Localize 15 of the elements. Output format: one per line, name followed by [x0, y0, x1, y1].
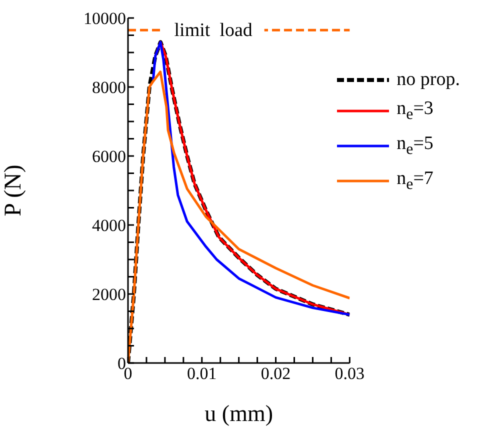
- x-tick-label: 0.02: [260, 364, 291, 383]
- legend-label: n$_{e}$=3: [396, 97, 434, 125]
- y-tick-label: 2000: [92, 285, 126, 304]
- legend-label: no prop.: [396, 68, 460, 92]
- y-tick-label: 6000: [92, 147, 126, 166]
- y-tick-label: 4000: [92, 216, 126, 235]
- y-axis-title: P (N): [0, 164, 27, 216]
- legend-label: n$_{e}$=7: [396, 166, 434, 194]
- y-tick-label: 10000: [84, 9, 126, 28]
- x-tick-label: 0.03: [334, 364, 365, 383]
- ref-line-label: limit load: [174, 20, 253, 42]
- x-tick-label: 0.01: [187, 364, 217, 383]
- y-tick-label: 8000: [92, 78, 126, 97]
- x-axis-title: u (mm): [204, 401, 274, 426]
- legend-label: n$_{e}$=5: [396, 132, 434, 160]
